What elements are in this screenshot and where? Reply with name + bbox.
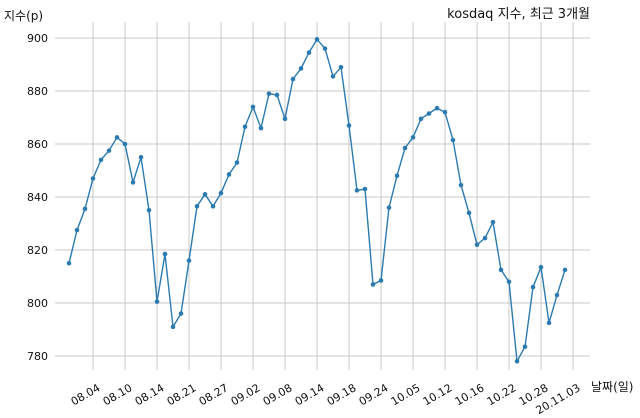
data-point	[250, 104, 256, 110]
x-tick-label: 10.16	[453, 381, 487, 408]
data-point	[146, 207, 152, 213]
x-tick-label: 09.08	[261, 381, 295, 408]
x-tick-label: 10.22	[485, 381, 519, 408]
x-axis-ticks: 08.0408.1008.1408.2108.2709.0209.0809.14…	[69, 381, 583, 417]
y-tick-label: 820	[27, 244, 48, 257]
y-tick-label: 880	[27, 85, 48, 98]
data-point	[562, 267, 568, 273]
data-point	[154, 299, 160, 304]
data-point	[218, 190, 224, 196]
data-point	[530, 284, 536, 290]
data-point	[322, 46, 328, 51]
data-point	[242, 124, 248, 130]
data-point	[74, 227, 80, 233]
x-tick-label: 08.21	[165, 381, 199, 408]
data-point	[178, 311, 184, 316]
data-point	[458, 182, 464, 188]
data-point	[346, 123, 352, 128]
y-tick-label: 900	[27, 32, 48, 45]
data-point	[338, 64, 344, 70]
data-point	[298, 66, 304, 71]
data-point	[170, 324, 176, 330]
data-point	[426, 111, 432, 116]
data-point	[282, 116, 288, 122]
data-point	[138, 154, 144, 160]
data-point	[122, 141, 128, 147]
x-tick-label: 10.05	[389, 381, 423, 408]
grid	[55, 22, 590, 370]
data-point	[482, 235, 488, 241]
y-axis-ticks: 780 800 820 840 860 880 900	[27, 32, 48, 363]
data-point	[290, 76, 296, 82]
data-point	[442, 109, 448, 115]
data-point	[210, 203, 216, 209]
y-axis-title: 지수(p)	[4, 9, 43, 23]
data-point	[114, 135, 120, 140]
data-point	[450, 137, 456, 143]
y-tick-label: 800	[27, 297, 48, 310]
data-point	[554, 292, 560, 298]
y-tick-label: 840	[27, 191, 48, 204]
data-point	[82, 206, 88, 212]
data-point	[106, 148, 112, 153]
x-axis-title: 날짜(일)	[591, 380, 633, 394]
data-point	[506, 279, 512, 285]
data-point	[546, 320, 552, 326]
x-tick-label: 08.10	[101, 381, 135, 408]
data-point	[234, 160, 240, 165]
data-point	[498, 267, 504, 273]
data-point	[266, 91, 272, 96]
data-point	[258, 125, 264, 131]
x-tick-label: 08.04	[69, 381, 103, 408]
y-tick-label: 860	[27, 138, 48, 151]
data-point	[354, 188, 360, 193]
data-point	[98, 157, 104, 163]
data-point	[186, 258, 192, 263]
y-tick-label: 780	[27, 350, 48, 363]
x-tick-label: 09.18	[325, 381, 359, 408]
data-point	[418, 116, 424, 122]
data-point	[394, 173, 400, 179]
data-point	[306, 50, 312, 55]
data-point	[330, 74, 336, 79]
data-point	[538, 264, 544, 270]
data-point	[226, 172, 232, 177]
data-point	[522, 344, 528, 350]
data-point	[466, 210, 472, 216]
x-tick-label: 08.27	[197, 381, 231, 408]
data-point	[90, 176, 96, 181]
x-tick-label: 09.14	[293, 381, 327, 408]
data-point	[402, 145, 408, 151]
data-point	[474, 242, 480, 247]
x-tick-label: 09.02	[229, 381, 263, 408]
data-point	[66, 260, 72, 266]
data-point	[410, 135, 416, 140]
x-tick-label: 10.12	[421, 381, 455, 408]
x-tick-label: 09.24	[357, 381, 391, 408]
data-point	[274, 92, 280, 98]
data-point	[386, 205, 392, 210]
data-point	[362, 186, 368, 192]
data-point	[314, 37, 320, 42]
data-point	[434, 105, 440, 111]
data-point	[162, 251, 168, 257]
series-layer	[66, 37, 568, 364]
data-point	[370, 282, 376, 287]
data-point	[194, 203, 200, 209]
data-point	[490, 219, 496, 225]
x-tick-label: 08.14	[133, 381, 167, 408]
data-point	[130, 180, 136, 185]
data-point	[378, 278, 384, 283]
chart-title: kosdaq 지수, 최근 3개월	[447, 7, 590, 22]
data-point	[514, 359, 520, 364]
data-point	[202, 192, 208, 197]
